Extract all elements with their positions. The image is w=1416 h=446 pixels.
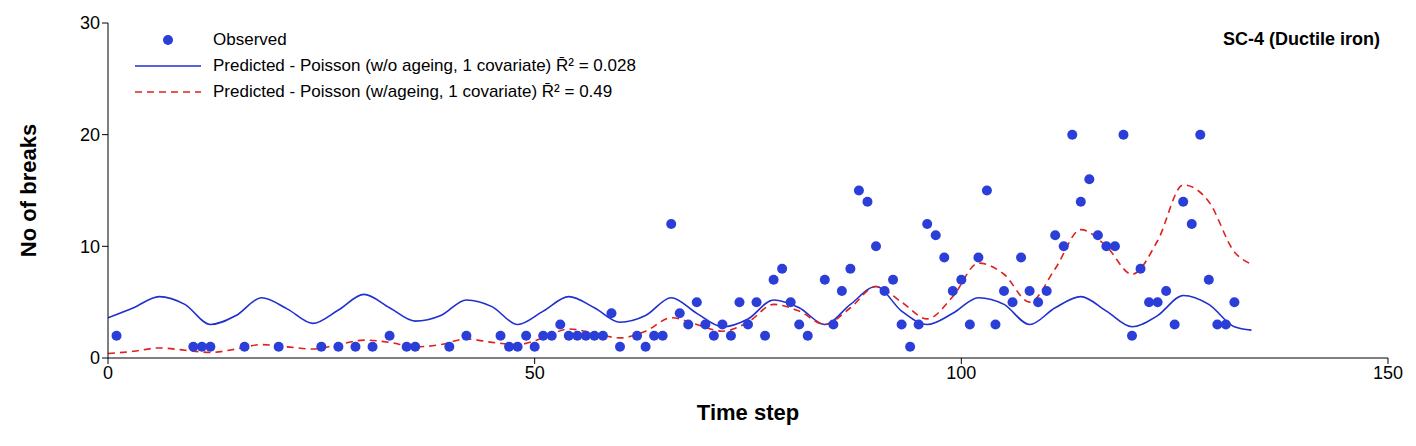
html-text:Predicted - Poisson (w/o agein: Predicted - Poisson (w/o ageing, 1 covar… [213, 56, 636, 75]
svg-text:No of breaks: No of breaks [16, 124, 41, 257]
html-text:SC-4 (Ductile iron): SC-4 (Ductile iron) [1223, 29, 1380, 49]
svg-text:10: 10 [80, 237, 100, 257]
html-text:Observed: Observed [213, 30, 287, 49]
svg-text:30: 30 [80, 13, 100, 33]
svg-text:0: 0 [103, 363, 113, 383]
svg-text:150: 150 [1373, 363, 1403, 383]
svg-text:100: 100 [946, 363, 976, 383]
svg-text:20: 20 [80, 125, 100, 145]
svg-text:Time step: Time step [697, 400, 799, 425]
html-text:Predicted - Poisson (w/ageing,: Predicted - Poisson (w/ageing, 1 covaria… [213, 82, 613, 101]
svg-text:0: 0 [90, 348, 100, 368]
svg-text:50: 50 [525, 363, 545, 383]
